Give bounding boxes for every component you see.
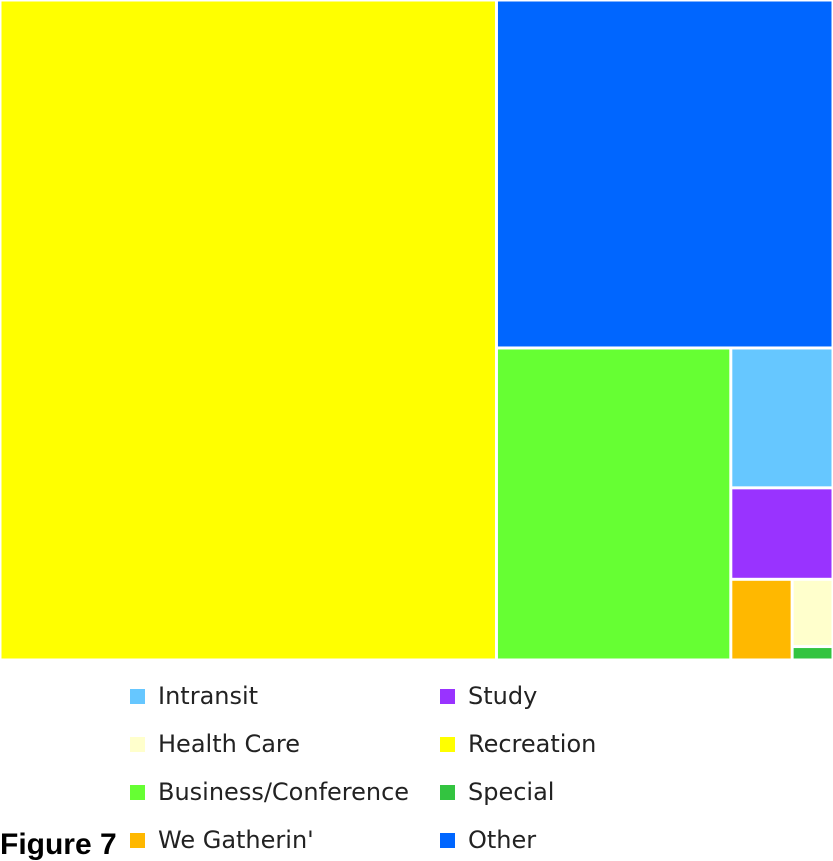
legend-swatch-we-gatherin bbox=[130, 832, 145, 848]
legend-swatch-special bbox=[440, 784, 455, 800]
treemap-cell-health-care bbox=[793, 580, 832, 646]
treemap-cell-business-conference bbox=[497, 349, 730, 659]
treemap-cell-we-gatherin bbox=[732, 580, 791, 659]
legend-label-health-care: Health Care bbox=[158, 730, 301, 758]
legend-item-intransit: Intransit bbox=[130, 676, 258, 716]
legend-label-other: Other bbox=[468, 826, 537, 854]
treemap-cell-recreation bbox=[1, 1, 495, 659]
treemap-chart bbox=[1, 1, 832, 659]
legend-label-special: Special bbox=[468, 778, 555, 806]
legend-item-business-conference: Business/Conference bbox=[130, 772, 409, 812]
treemap-cell-special bbox=[793, 648, 832, 659]
legend-label-recreation: Recreation bbox=[468, 730, 597, 758]
legend-item-health-care: Health Care bbox=[130, 724, 300, 764]
legend-swatch-health-care bbox=[130, 736, 145, 752]
treemap-cell-intransit bbox=[732, 349, 832, 487]
legend-label-study: Study bbox=[468, 682, 538, 710]
legend-swatch-recreation bbox=[440, 736, 455, 752]
figure-label: Figure 7 bbox=[0, 828, 117, 861]
legend: Intransit Study Health Care Recreation B… bbox=[130, 676, 650, 852]
legend-swatch-other bbox=[440, 832, 455, 848]
legend-label-we-gatherin: We Gatherin' bbox=[158, 826, 314, 854]
legend-label-intransit: Intransit bbox=[158, 682, 259, 710]
legend-swatch-intransit bbox=[130, 688, 145, 704]
legend-item-recreation: Recreation bbox=[440, 724, 596, 764]
treemap-cell-other bbox=[497, 1, 832, 347]
legend-swatch-study bbox=[440, 688, 455, 704]
treemap-cell-study bbox=[732, 489, 832, 578]
legend-swatch-business-conference bbox=[130, 784, 145, 800]
legend-item-study: Study bbox=[440, 676, 537, 716]
legend-label-business-conference: Business/Conference bbox=[158, 778, 410, 806]
legend-item-special: Special bbox=[440, 772, 554, 812]
legend-item-we-gatherin: We Gatherin' bbox=[130, 820, 314, 860]
legend-item-other: Other bbox=[440, 820, 536, 860]
